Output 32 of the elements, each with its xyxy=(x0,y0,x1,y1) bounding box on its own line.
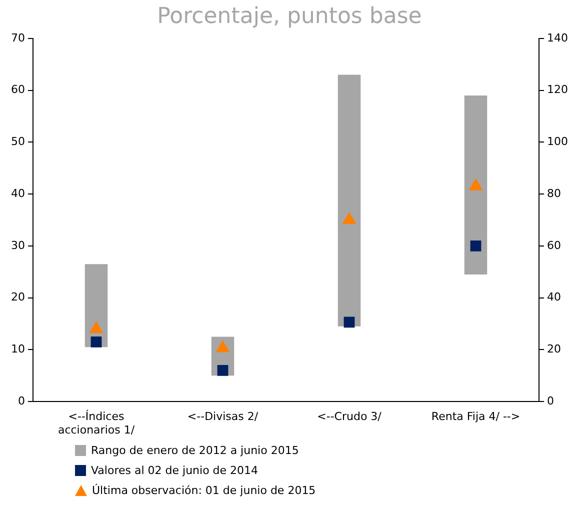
y-tick-label: 40 xyxy=(10,186,25,200)
y-tick-label: 60 xyxy=(10,83,25,96)
y2-tick-label: 60 xyxy=(547,238,562,252)
y2-tick-label: 40 xyxy=(547,290,562,304)
y2-tick-label: 100 xyxy=(547,135,568,148)
y2-tick-label: 80 xyxy=(547,186,562,200)
x-tick-label: <--Crudo 3/ xyxy=(317,410,382,424)
legend-label: Última observación: 01 de junio de 2015 xyxy=(92,484,316,496)
x-tick-label: <--Divisas 2/ xyxy=(187,410,258,424)
point xyxy=(344,316,355,328)
bar xyxy=(84,264,108,348)
y2-tick-label: 120 xyxy=(547,83,568,96)
point xyxy=(216,340,230,352)
point xyxy=(90,336,102,348)
point xyxy=(342,212,356,224)
y-tick-label: 70 xyxy=(10,31,25,44)
x-tick-label: Renta Fija 4/ --> xyxy=(431,410,520,424)
legend-label: Rango de enero de 2012 a junio 2015 xyxy=(91,444,299,456)
y2-tick-label: 140 xyxy=(547,31,568,44)
y-tick-label: 10 xyxy=(10,342,25,356)
chart-title: Porcentaje, puntos base xyxy=(157,4,422,29)
x-tick-label: <--Índices accionarios 1/ xyxy=(58,409,135,436)
y-tick-label: 0 xyxy=(18,394,25,408)
legend-label: Valores al 02 de junio de 2014 xyxy=(91,464,258,476)
point xyxy=(90,321,103,333)
point xyxy=(217,365,228,376)
bar xyxy=(338,74,361,326)
y-tick-label: 30 xyxy=(10,238,25,252)
y-tick-label: 20 xyxy=(10,290,25,304)
y-tick-label: 50 xyxy=(10,135,25,148)
y2-tick-label: 20 xyxy=(547,342,562,356)
y2-tick-label: 0 xyxy=(547,394,554,408)
